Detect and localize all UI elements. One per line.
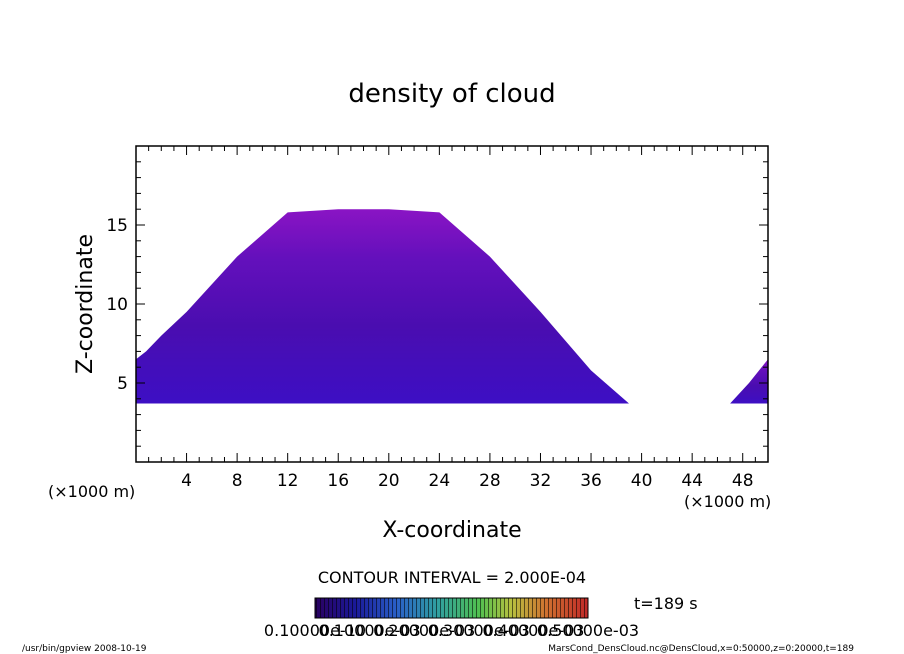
chart-title: density of cloud xyxy=(348,79,555,109)
cloud-layer xyxy=(136,209,768,404)
y-axis-label: Z-coordinate xyxy=(73,234,98,374)
x-tick-label: 24 xyxy=(429,471,451,491)
footer-right: MarsCond_DensCloud.nc@DensCloud,x=0:5000… xyxy=(548,644,854,654)
x-tick-label: 32 xyxy=(530,471,552,491)
colorbar-label: 0.50000e-03 xyxy=(537,621,639,640)
x-tick-label: 8 xyxy=(232,471,243,491)
colorbar-label: 0.10000e-03 xyxy=(319,621,421,640)
cloud-region-right-edge xyxy=(730,359,768,404)
footer-left: /usr/bin/gpview 2008-10-19 xyxy=(22,644,147,654)
contour-interval: CONTOUR INTERVAL = 2.000E-04 xyxy=(318,568,586,587)
x-tick-label: 20 xyxy=(378,471,400,491)
colorbar-stripes xyxy=(315,598,588,618)
x-tick-label: 48 xyxy=(732,471,754,491)
x-tick-label: 4 xyxy=(181,471,192,491)
colorbar-label: 0.30000e-03 xyxy=(428,621,530,640)
y-ticks: 5 10 15 xyxy=(106,161,768,447)
time-label: t=189 s xyxy=(634,594,698,613)
y-tick-label: 15 xyxy=(106,216,128,236)
x-axis-label: X-coordinate xyxy=(382,518,521,543)
x-unit-right: (×1000 m) xyxy=(684,492,771,511)
y-tick-label: 5 xyxy=(117,374,128,394)
x-tick-label: 12 xyxy=(277,471,299,491)
y-tick-label: 10 xyxy=(106,295,128,315)
colorbar-label: 0.40000e-03 xyxy=(482,621,584,640)
x-tick-label: 44 xyxy=(681,471,703,491)
x-tick-label: 40 xyxy=(631,471,653,491)
x-ticks: 4 8 12 16 20 24 28 32 36 40 44 48 xyxy=(148,146,756,491)
x-tick-label: 36 xyxy=(580,471,602,491)
colorbar-labels: 0.10000e-100.10000e-030.20000e-030.30000… xyxy=(264,621,639,640)
colorbar-label: 0.10000e-10 xyxy=(264,621,366,640)
cloud-region-main xyxy=(136,209,629,404)
colorbar-label: 0.20000e-03 xyxy=(373,621,475,640)
x-unit-left: (×1000 m) xyxy=(48,482,135,501)
x-tick-label: 28 xyxy=(479,471,501,491)
x-tick-label: 16 xyxy=(327,471,349,491)
